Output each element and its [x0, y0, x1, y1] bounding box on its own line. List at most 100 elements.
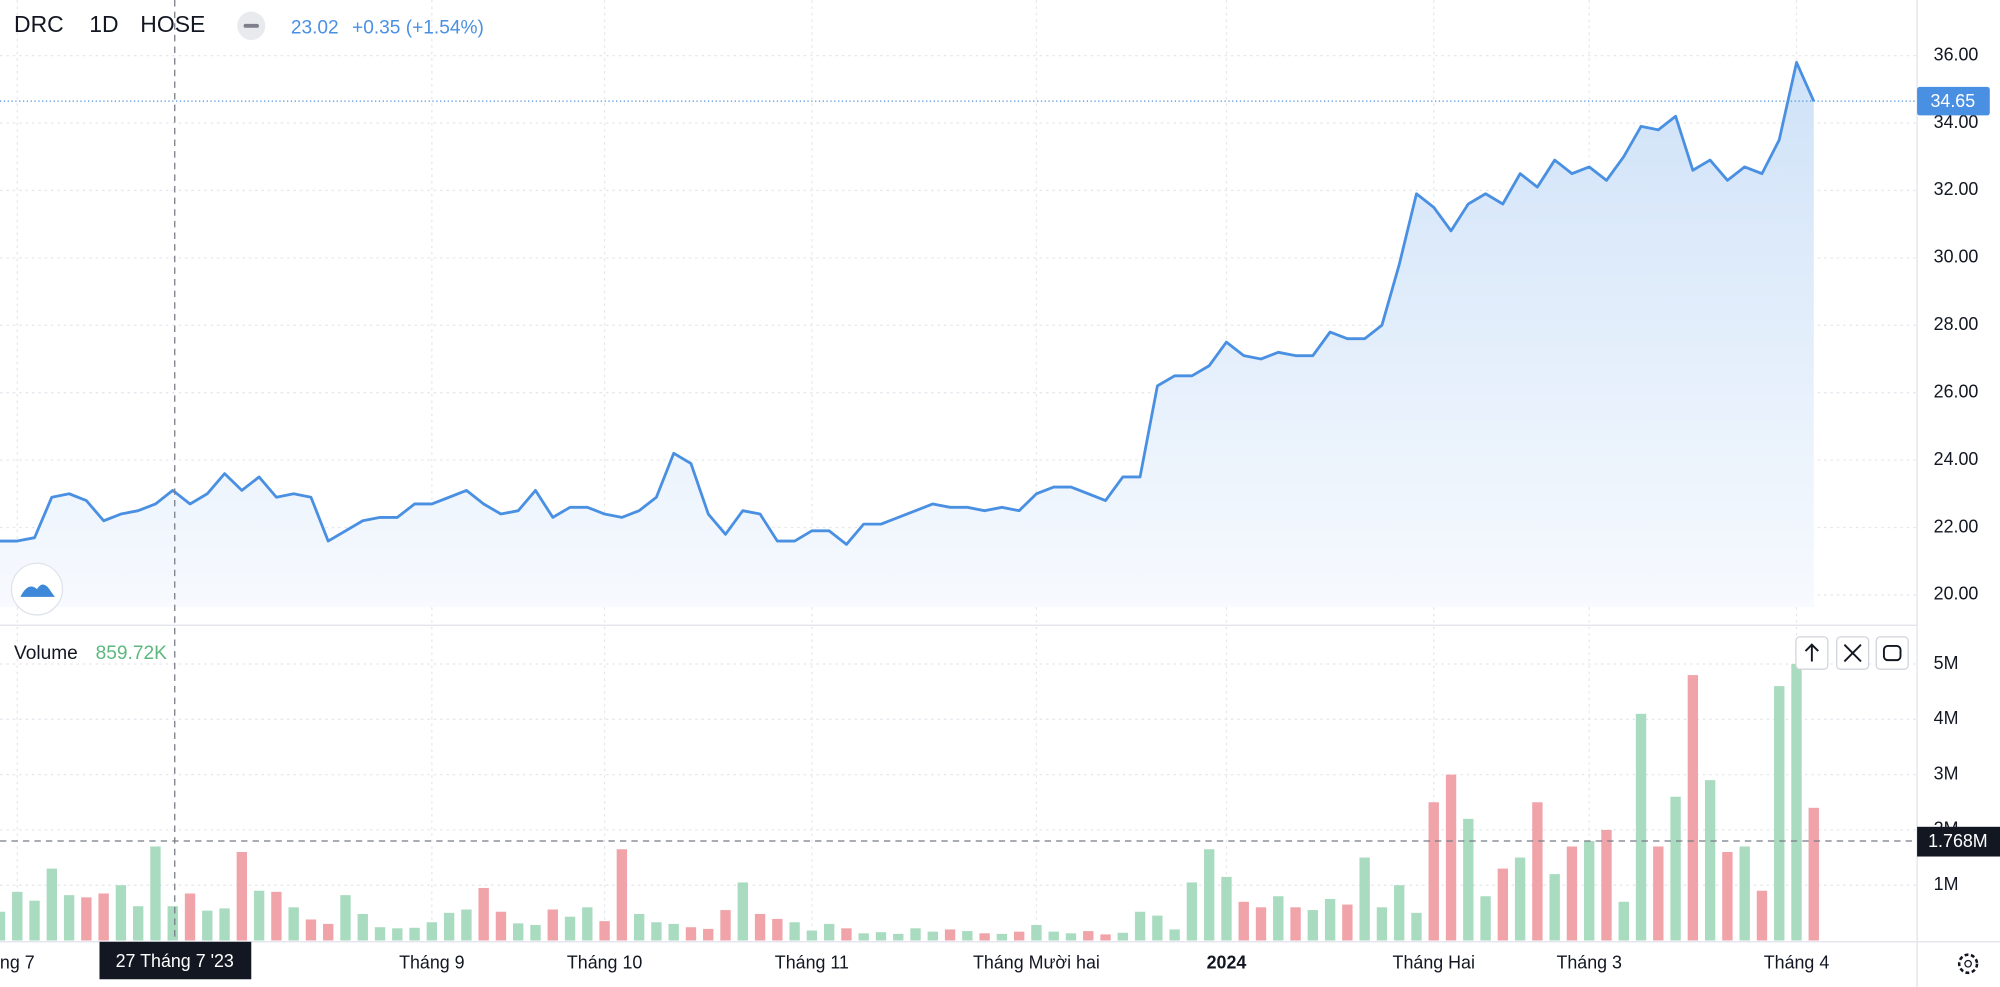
x-tick-label: 2024: [1207, 952, 1247, 972]
volume-bar: [1601, 829, 1612, 941]
volume-bar: [409, 927, 420, 941]
volume-bar: [530, 925, 541, 941]
volume-bar: [1083, 931, 1094, 941]
y2-tick-label: 5M: [1934, 653, 1959, 673]
volume-bar: [1704, 780, 1716, 941]
collapse-button[interactable]: [237, 11, 266, 41]
volume-bar: [1290, 907, 1301, 941]
volume-bar: [1549, 874, 1560, 941]
volume-bar: [1480, 896, 1491, 941]
volume-bar: [1411, 912, 1422, 941]
volume-bar: [582, 907, 593, 941]
volume-bar: [1687, 675, 1699, 941]
volume-bar: [1048, 931, 1059, 941]
volume-bar: [616, 849, 628, 941]
volume-bar: [1221, 876, 1232, 941]
volume-bar: [184, 893, 196, 941]
volume-bar: [1394, 885, 1405, 941]
y2-tick-label: 4M: [1934, 708, 1959, 728]
x-tick-label: Tháng 9: [399, 952, 465, 972]
quote-change: +0.35 (+1.54%): [352, 17, 484, 38]
volume-bar: [1566, 846, 1578, 941]
volume-bar: [219, 908, 230, 941]
quote: 23.02: [291, 17, 339, 38]
volume-bar: [46, 868, 58, 941]
volume-bar: [1722, 852, 1733, 941]
volume-bar: [927, 931, 938, 941]
volume-bar: [1013, 931, 1025, 941]
volume-bar: [513, 923, 524, 941]
pane-buttons[interactable]: [1795, 636, 1909, 670]
volume-bar: [392, 928, 403, 941]
volume-bar: [737, 882, 748, 941]
price-line: [0, 60, 1816, 546]
volume-bar: [253, 890, 265, 941]
y-tick-label: 36.00: [1934, 44, 1979, 64]
crosshair-date: 27 Tháng 7 '23: [116, 951, 234, 971]
y2-tick-label: 1M: [1934, 874, 1959, 894]
volume-bar: [461, 909, 472, 941]
volume-bar: [340, 895, 351, 941]
volume-bar: [150, 846, 161, 941]
y-tick-label: 34.00: [1934, 112, 1979, 132]
volume-bar: [1670, 796, 1681, 941]
volume-bar: [357, 913, 368, 941]
y-tick-label: 22.00: [1934, 516, 1979, 536]
volume-bar: [1532, 802, 1543, 941]
volume-bar: [1791, 664, 1802, 941]
volume-bar: [599, 921, 610, 941]
volume-bar: [720, 910, 731, 941]
volume-bar: [1324, 899, 1336, 941]
last-price-box: [1917, 86, 1990, 116]
volume-bar: [668, 923, 679, 941]
last-price-label: 34.65: [1930, 91, 1975, 111]
logo[interactable]: [10, 562, 64, 616]
x-tick-label: Tháng 10: [567, 952, 642, 972]
volume-bar: [1307, 910, 1319, 941]
volume-bar: [1756, 890, 1768, 941]
x-tick-label: Tháng 3: [1556, 952, 1622, 972]
crosshair-volume-box: [1917, 826, 2000, 857]
volume-bar: [1273, 896, 1284, 941]
settings-button[interactable]: [1957, 953, 1979, 975]
volume-bar: [1808, 807, 1819, 941]
y-tick-label: 26.00: [1934, 381, 1979, 401]
volume-bar: [633, 913, 645, 941]
volume-bar: [1774, 686, 1785, 941]
volume-bar: [1186, 882, 1198, 941]
x-tick-label: ng 7: [0, 952, 35, 972]
x-tick-label: Tháng 11: [775, 952, 849, 972]
volume-bar: [875, 932, 887, 941]
volume-bar: [1497, 868, 1509, 941]
volume-bar: [754, 913, 766, 941]
volume-bar: [1653, 846, 1664, 941]
volume-bar: [236, 852, 248, 941]
y-tick-label: 28.00: [1934, 314, 1979, 334]
volume-bar: [1152, 915, 1163, 941]
volume-bar: [1376, 907, 1388, 941]
volume-bar: [305, 919, 317, 941]
y-tick-label: 24.00: [1934, 449, 1979, 469]
x-tick-label: Tháng Mười hai: [973, 952, 1100, 972]
volume-bar: [1463, 818, 1474, 941]
volume-bar: [772, 918, 783, 941]
exchange: HOSE: [140, 11, 205, 37]
volume-label: Volume: [14, 643, 78, 664]
y-tick-label: 20.00: [1934, 584, 1979, 604]
volume-bar: [823, 923, 835, 941]
volume-bar: [115, 885, 127, 941]
volume-bar: [979, 933, 990, 941]
volume-bar: [1169, 929, 1180, 941]
volume-bar: [426, 922, 438, 941]
y2-tick-label: 3M: [1934, 763, 1959, 783]
volume-bar: [81, 897, 92, 941]
volume-bar: [1238, 901, 1249, 941]
symbol: DRC: [14, 11, 64, 37]
volume-bar: [1031, 925, 1042, 941]
volume-bar: [1117, 932, 1128, 941]
volume-bar: [703, 928, 714, 941]
volume-bar: [1514, 857, 1526, 941]
volume-bar: [841, 928, 852, 941]
x-tick-label: Tháng 4: [1764, 952, 1830, 972]
